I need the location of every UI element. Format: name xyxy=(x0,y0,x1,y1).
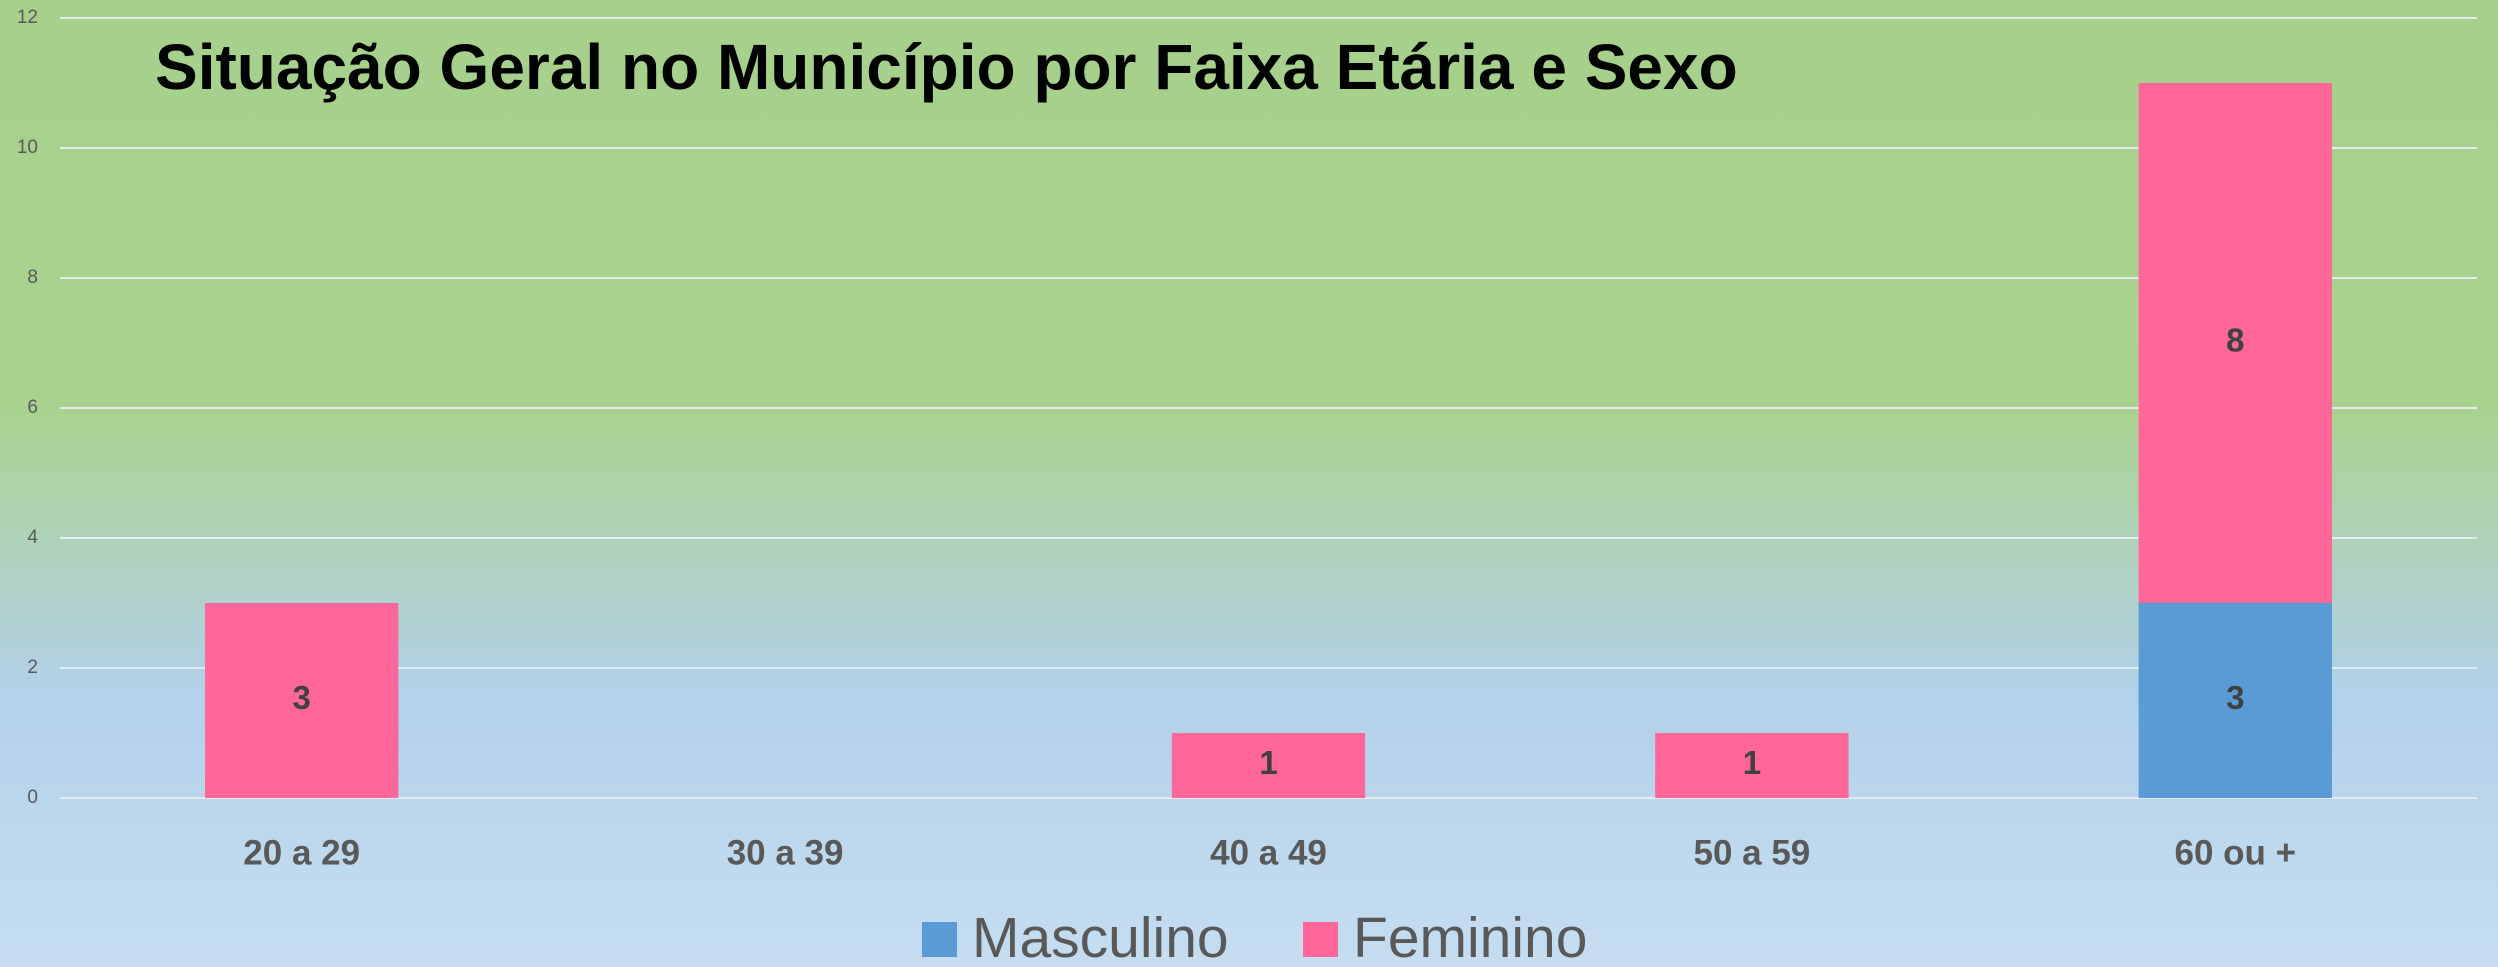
bar-segment xyxy=(1655,733,1849,798)
bar-segment xyxy=(1171,733,1366,798)
legend-label: Feminino xyxy=(1353,906,1587,967)
y-tick-label: 10 xyxy=(17,137,38,158)
y-tick-label: 2 xyxy=(27,657,38,678)
x-tick-label: 60 ou + xyxy=(2175,833,2297,872)
legend-swatch xyxy=(922,922,957,957)
x-tick-label: 30 a 39 xyxy=(727,833,844,872)
y-tick-label: 4 xyxy=(27,527,38,548)
data-label: 3 xyxy=(2226,679,2244,716)
data-label: 3 xyxy=(293,679,311,716)
bar-segment xyxy=(2138,603,2332,798)
y-tick-label: 8 xyxy=(27,267,38,288)
y-tick-label: 0 xyxy=(27,787,38,808)
chart-title: Situação Geral no Município por Faixa Et… xyxy=(155,31,1738,103)
data-label: 8 xyxy=(2226,322,2244,359)
bar-segment xyxy=(2138,83,2332,603)
y-tick-label: 12 xyxy=(17,7,38,28)
legend-label: Masculino xyxy=(972,906,1229,967)
data-label: 1 xyxy=(1259,744,1277,781)
x-tick-label: 20 a 29 xyxy=(243,833,360,872)
y-tick-label: 6 xyxy=(27,397,38,418)
x-tick-label: 50 a 59 xyxy=(1694,833,1811,872)
bar-segment xyxy=(205,603,399,798)
data-label: 1 xyxy=(1743,744,1761,781)
x-tick-label: 40 a 49 xyxy=(1210,833,1327,872)
legend-swatch xyxy=(1303,922,1338,957)
